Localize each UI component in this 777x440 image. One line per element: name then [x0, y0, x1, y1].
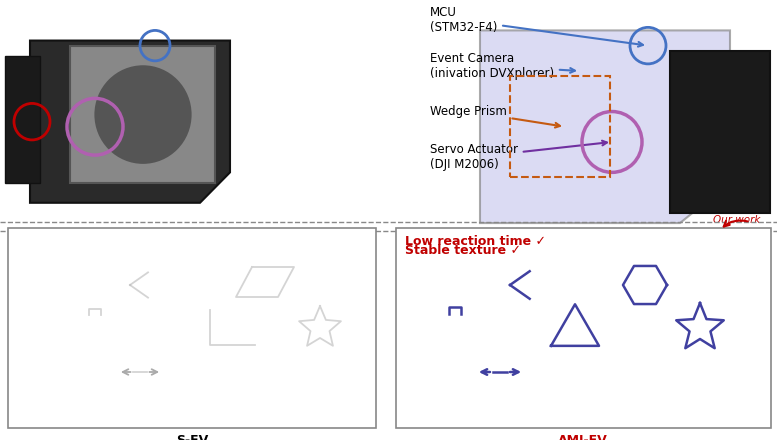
- FancyBboxPatch shape: [396, 228, 771, 428]
- Circle shape: [93, 64, 193, 165]
- Text: MCU
(STM32-F4): MCU (STM32-F4): [430, 6, 643, 47]
- Bar: [76, 315, 114, 341]
- Bar: [435, 314, 475, 342]
- Text: Servo Actuator
(DJI M2006): Servo Actuator (DJI M2006): [430, 141, 607, 171]
- Bar: [228, 350, 266, 388]
- Text: Wedge Prism: Wedge Prism: [430, 105, 560, 128]
- Text: Our work: Our work: [713, 215, 760, 225]
- Polygon shape: [670, 51, 770, 213]
- Polygon shape: [480, 30, 730, 223]
- Text: S-EV: S-EV: [176, 434, 208, 440]
- Polygon shape: [30, 40, 230, 203]
- Text: AMI-EV: AMI-EV: [558, 434, 608, 440]
- Text: Event Camera
(inivation DVXplorer): Event Camera (inivation DVXplorer): [430, 52, 575, 80]
- Text: (Standard EVent camera): (Standard EVent camera): [121, 439, 263, 440]
- Text: Low reaction time ✓: Low reaction time ✓: [405, 235, 546, 248]
- Polygon shape: [5, 56, 40, 183]
- FancyBboxPatch shape: [8, 228, 376, 428]
- Text: (Artificial MIcrosaccade-enhanced EVent camera): (Artificial MIcrosaccade-enhanced EVent …: [455, 439, 711, 440]
- Polygon shape: [70, 46, 215, 183]
- Text: Stable texture ✓: Stable texture ✓: [405, 244, 521, 257]
- Bar: [598, 346, 640, 388]
